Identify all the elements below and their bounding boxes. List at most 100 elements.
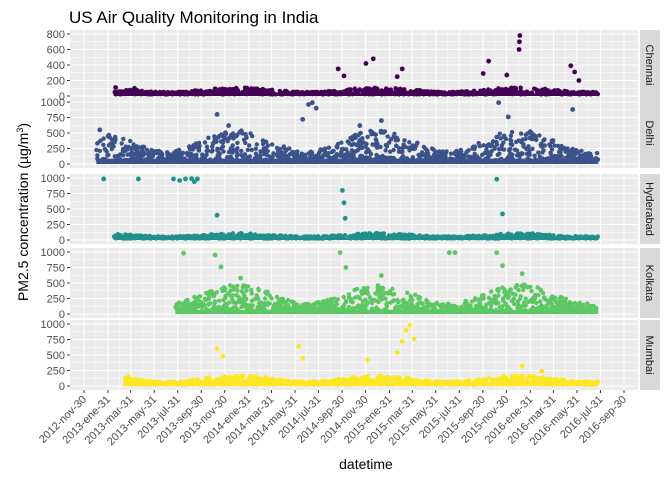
- y-tick-label: 500: [47, 128, 65, 140]
- data-point: [311, 89, 316, 95]
- data-point: [527, 152, 532, 157]
- data-point-spike: [576, 78, 582, 83]
- data-point-spike: [335, 66, 341, 72]
- data-point: [174, 148, 179, 154]
- data-point: [562, 88, 567, 94]
- data-point: [121, 136, 126, 142]
- data-point: [523, 136, 528, 142]
- data-point: [242, 152, 248, 157]
- data-point: [469, 299, 475, 304]
- data-point-spike: [357, 123, 363, 128]
- data-point: [335, 233, 340, 239]
- data-point: [457, 379, 462, 384]
- data-point: [223, 305, 228, 310]
- data-point: [106, 152, 111, 158]
- data-point: [517, 153, 522, 159]
- data-point: [353, 149, 358, 154]
- data-point: [519, 89, 524, 95]
- data-point-spike: [341, 200, 347, 206]
- data-point: [488, 303, 494, 309]
- data-point: [256, 376, 261, 381]
- data-point: [416, 296, 421, 301]
- data-point: [263, 139, 269, 144]
- data-point: [515, 374, 520, 379]
- data-point-spike: [568, 63, 574, 69]
- data-point: [192, 294, 197, 300]
- data-point: [120, 146, 126, 152]
- data-point: [384, 375, 389, 380]
- y-tick-label: 500: [47, 350, 65, 362]
- data-point: [454, 148, 459, 154]
- data-point: [240, 131, 245, 136]
- data-point: [300, 302, 305, 308]
- data-point: [223, 301, 228, 306]
- data-point: [193, 298, 199, 304]
- series-points-delhi: [94, 100, 601, 164]
- data-point: [267, 378, 272, 383]
- data-point: [403, 144, 408, 150]
- data-point: [351, 379, 357, 384]
- data-point: [509, 138, 514, 143]
- data-point: [348, 87, 353, 92]
- data-point: [335, 145, 340, 150]
- data-point: [387, 289, 392, 294]
- data-point: [569, 304, 574, 309]
- data-point: [295, 89, 300, 95]
- data-point: [212, 86, 218, 92]
- data-point-spike: [363, 61, 369, 66]
- data-point: [531, 132, 536, 137]
- data-point: [560, 299, 565, 304]
- data-point: [402, 138, 407, 143]
- data-point: [573, 152, 578, 157]
- data-point: [258, 149, 263, 154]
- data-point: [262, 151, 267, 157]
- y-tick-label: 200: [47, 76, 65, 88]
- data-point: [221, 287, 226, 292]
- data-point-spike: [570, 107, 576, 112]
- data-point: [514, 148, 520, 153]
- data-point: [221, 297, 226, 303]
- data-point: [235, 146, 240, 151]
- data-point: [528, 129, 533, 134]
- data-point: [321, 305, 326, 310]
- data-point: [353, 135, 358, 141]
- data-point: [123, 144, 129, 149]
- data-point: [141, 144, 147, 149]
- data-point: [227, 135, 232, 140]
- data-point: [536, 150, 541, 155]
- data-point: [262, 234, 268, 239]
- data-point: [198, 299, 204, 305]
- data-point: [143, 233, 148, 239]
- data-point-spike: [97, 127, 103, 133]
- data-point: [420, 301, 425, 306]
- data-point: [498, 136, 503, 141]
- data-point: [548, 151, 553, 156]
- data-point: [322, 146, 328, 151]
- data-point: [247, 143, 252, 148]
- data-point: [188, 302, 194, 307]
- data-point: [532, 86, 537, 91]
- data-point: [226, 378, 232, 383]
- series-points-hyderabad: [101, 176, 600, 241]
- data-point: [233, 134, 238, 139]
- data-point: [396, 145, 402, 151]
- data-point: [370, 130, 375, 135]
- data-point: [331, 148, 336, 153]
- data-point: [508, 151, 513, 156]
- data-point: [430, 234, 436, 239]
- data-point: [484, 302, 489, 307]
- data-point: [509, 129, 515, 135]
- data-point: [119, 141, 124, 146]
- data-point: [144, 147, 150, 153]
- data-point: [495, 287, 500, 293]
- data-point-spike: [313, 105, 319, 111]
- data-point: [497, 151, 502, 156]
- data-point: [314, 300, 319, 306]
- data-point: [117, 89, 122, 94]
- data-point: [244, 288, 249, 293]
- data-point: [492, 378, 498, 383]
- data-point: [243, 132, 248, 137]
- data-point: [360, 154, 365, 159]
- data-point: [568, 154, 574, 160]
